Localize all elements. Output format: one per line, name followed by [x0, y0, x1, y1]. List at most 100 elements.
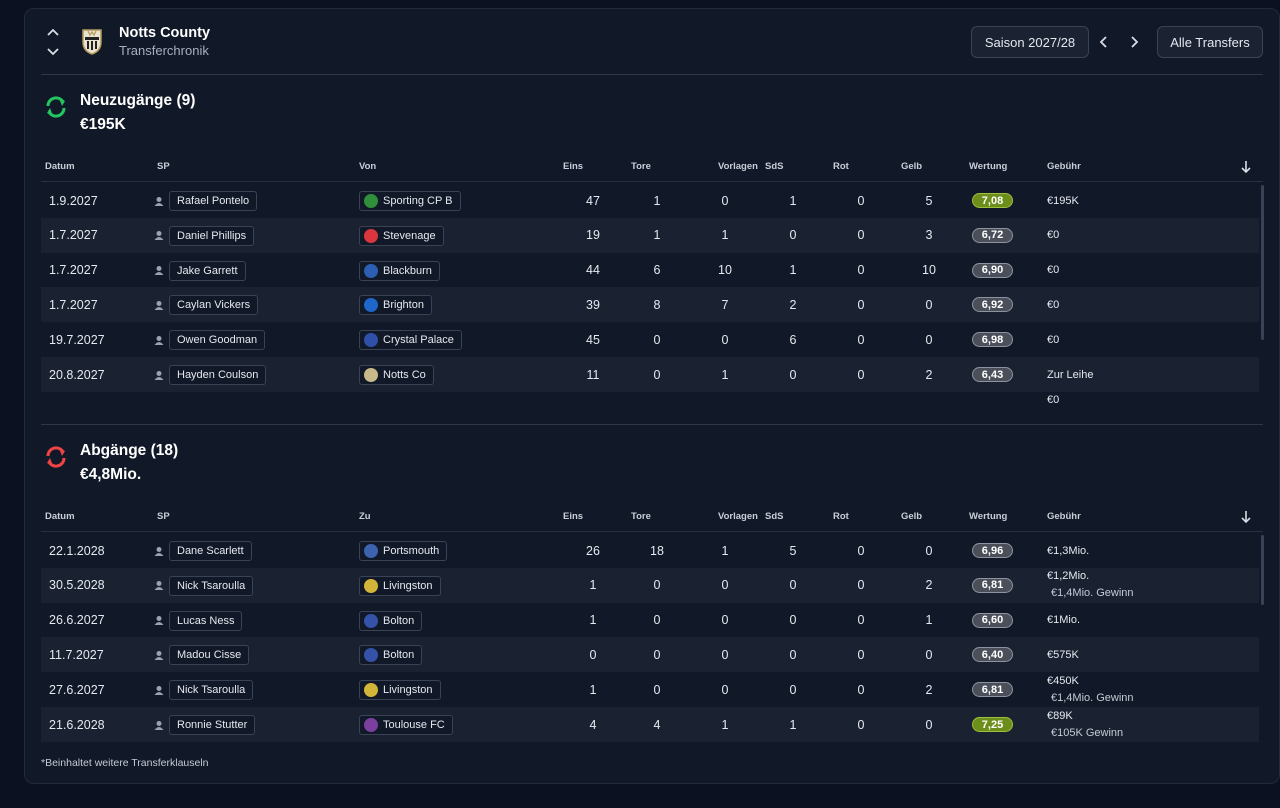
- column-header[interactable]: Eins: [563, 161, 584, 172]
- transfer-fee: Zur Leihe: [1047, 368, 1094, 381]
- stat-assists: 10: [718, 263, 732, 278]
- stat-goals: 1: [653, 193, 661, 208]
- table-row[interactable]: 22.1.2028 Dane Scarlett Portsmouth 26 18 1 5 0 0…: [41, 533, 1259, 568]
- column-header[interactable]: Datum: [45, 161, 75, 172]
- club-chip[interactable]: Notts Co: [359, 365, 434, 385]
- player-name-chip[interactable]: Owen Goodman: [169, 330, 266, 351]
- column-header[interactable]: Wertung: [969, 511, 1008, 522]
- sort-arrow-down-icon[interactable]: [1240, 510, 1252, 524]
- column-header[interactable]: Datum: [45, 511, 75, 522]
- table-row[interactable]: 1.9.2027 Rafael Pontelo Sporting CP B 47 1 0 1…: [41, 183, 1259, 218]
- season-selector-button[interactable]: Saison 2027/28: [971, 26, 1089, 58]
- table-row[interactable]: 27.6.2027 Nick Tsaroulla Livingston 1 0 0 0 0 2 6…: [41, 672, 1259, 707]
- stat-red: 0: [857, 367, 865, 382]
- stat-pom: 0: [789, 613, 797, 628]
- stat-apps: 19: [586, 228, 600, 243]
- outgoing-scrollbar[interactable]: [1261, 535, 1264, 605]
- player-name-chip[interactable]: Nick Tsaroulla: [169, 680, 254, 701]
- fee-gain-note: €105K Gewinn: [1051, 726, 1124, 739]
- player-icon: [154, 603, 164, 638]
- chevron-right-icon[interactable]: [1126, 34, 1142, 50]
- column-header[interactable]: SdS: [765, 161, 784, 172]
- chevron-down-icon[interactable]: [46, 45, 60, 57]
- column-header[interactable]: SP: [157, 511, 170, 522]
- player-icon: [154, 533, 164, 568]
- table-row[interactable]: €0: [41, 392, 1259, 407]
- column-header[interactable]: Rot: [833, 511, 849, 522]
- club-logo-icon: [364, 544, 378, 558]
- table-row[interactable]: 21.6.2028 Ronnie Stutter Toulouse FC 4 4 1 1 0 0…: [41, 707, 1259, 742]
- club-crest-icon: [82, 29, 102, 55]
- player-name-chip[interactable]: Jake Garrett: [169, 260, 246, 281]
- club-name: Crystal Palace: [383, 334, 454, 347]
- player-name-chip[interactable]: Daniel Phillips: [169, 225, 255, 246]
- player-name-chip[interactable]: Rafael Pontelo: [169, 191, 258, 211]
- column-header[interactable]: Vorlagen: [718, 511, 758, 522]
- club-chip[interactable]: Brighton: [359, 295, 432, 316]
- player-name-chip[interactable]: Nick Tsaroulla: [169, 575, 254, 596]
- transfer-fee: €450K €1,4Mio. Gewinn: [1047, 672, 1134, 707]
- transfer-fee: €0: [1047, 393, 1060, 406]
- incoming-scrollbar[interactable]: [1261, 185, 1264, 340]
- transfer-date: 22.1.2028: [49, 543, 105, 558]
- player-name-chip[interactable]: Caylan Vickers: [169, 295, 259, 316]
- sort-arrow-down-icon[interactable]: [1240, 160, 1252, 174]
- player-name-chip[interactable]: Madou Cisse: [169, 645, 250, 666]
- collapse-toggle[interactable]: [46, 27, 60, 61]
- transfer-history-panel: Notts County Transferchronik Saison 2027…: [24, 8, 1280, 784]
- column-header[interactable]: Gelb: [901, 511, 923, 522]
- player-name-chip[interactable]: Lucas Ness: [169, 610, 243, 631]
- stat-red: 0: [857, 613, 865, 628]
- chevron-up-icon[interactable]: [46, 27, 60, 39]
- column-header[interactable]: Eins: [563, 511, 584, 522]
- transfer-fee: €0: [1047, 264, 1060, 277]
- stat-yellow: 0: [925, 543, 933, 558]
- table-row[interactable]: 20.8.2027 Hayden Coulson Notts Co 11 0 1 0 0 2 6,…: [41, 357, 1259, 392]
- stat-pom: 0: [789, 682, 797, 697]
- chevron-left-icon[interactable]: [1096, 34, 1112, 50]
- column-header[interactable]: Tore: [631, 511, 651, 522]
- table-row[interactable]: 11.7.2027 Madou Cisse Bolton 0 0 0 0 0 0 6,40 €575…: [41, 637, 1259, 673]
- column-header[interactable]: SP: [157, 161, 170, 172]
- column-header[interactable]: Gebühr: [1047, 511, 1081, 522]
- club-chip[interactable]: Livingston: [359, 680, 441, 701]
- club-chip[interactable]: Stevenage: [359, 225, 444, 246]
- rating-badge: 6,60: [972, 612, 1013, 628]
- column-header[interactable]: Tore: [631, 161, 651, 172]
- stat-assists: 1: [721, 367, 729, 382]
- club-chip[interactable]: Sporting CP B: [359, 191, 461, 211]
- rating-badge: 6,96: [972, 543, 1013, 558]
- club-chip[interactable]: Portsmouth: [359, 541, 448, 561]
- column-header[interactable]: Von: [359, 161, 377, 172]
- transfer-date: 20.8.2027: [49, 367, 105, 382]
- column-header[interactable]: Gebühr: [1047, 161, 1081, 172]
- club-chip[interactable]: Bolton: [359, 645, 423, 666]
- table-row[interactable]: 1.7.2027 Caylan Vickers Brighton 39 8 7 2 0 0 6,9…: [41, 287, 1259, 323]
- column-header[interactable]: Rot: [833, 161, 849, 172]
- all-transfers-button[interactable]: Alle Transfers: [1157, 26, 1263, 58]
- club-chip[interactable]: Bolton: [359, 610, 423, 631]
- table-row[interactable]: 1.7.2027 Jake Garrett Blackburn 44 6 10 1 0 10 6,…: [41, 253, 1259, 288]
- player-name-chip[interactable]: Dane Scarlett: [169, 541, 252, 561]
- table-row[interactable]: 1.7.2027 Daniel Phillips Stevenage 19 1 1 0 0 3 6…: [41, 217, 1259, 253]
- player-name-chip[interactable]: Hayden Coulson: [169, 365, 267, 385]
- table-row[interactable]: 30.5.2028 Nick Tsaroulla Livingston 1 0 0 0 0 2 6…: [41, 567, 1259, 603]
- club-chip[interactable]: Blackburn: [359, 260, 440, 281]
- club-logo-icon: [364, 194, 378, 208]
- fee-gain-note: €1,4Mio. Gewinn: [1051, 587, 1134, 600]
- column-header[interactable]: Zu: [359, 511, 371, 522]
- club-chip[interactable]: Toulouse FC: [359, 715, 453, 735]
- table-row[interactable]: 26.6.2027 Lucas Ness Bolton 1 0 0 0 0 1 6,60 €1Mio…: [41, 603, 1259, 638]
- column-header[interactable]: Gelb: [901, 161, 923, 172]
- stat-assists: 1: [721, 543, 729, 558]
- club-chip[interactable]: Livingston: [359, 575, 441, 596]
- stat-assists: 0: [721, 682, 729, 697]
- table-row[interactable]: 19.7.2027 Owen Goodman Crystal Palace 45 0 0 6…: [41, 322, 1259, 357]
- column-header[interactable]: Wertung: [969, 161, 1008, 172]
- footnote: *Beinhaltet weitere Transferklauseln: [41, 757, 209, 769]
- fee-amount: €89K: [1047, 709, 1073, 722]
- player-name-chip[interactable]: Ronnie Stutter: [169, 715, 256, 735]
- column-header[interactable]: SdS: [765, 511, 784, 522]
- column-header[interactable]: Vorlagen: [718, 161, 758, 172]
- club-chip[interactable]: Crystal Palace: [359, 330, 462, 351]
